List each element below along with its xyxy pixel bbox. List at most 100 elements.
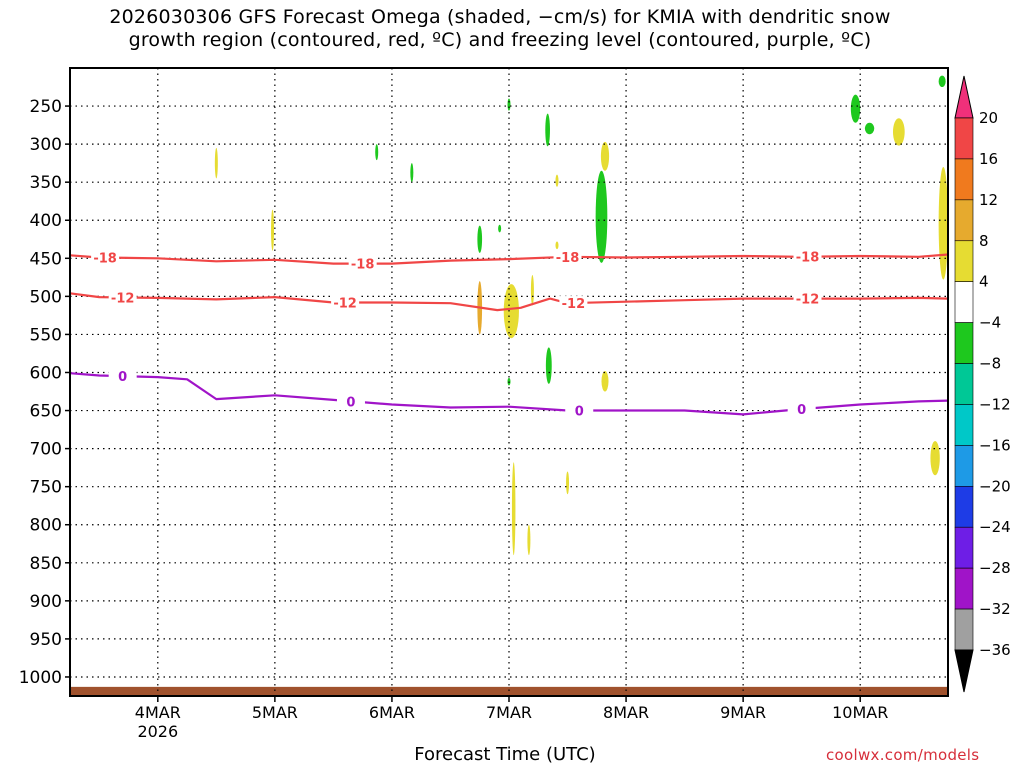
contour-label--18-2: -18 [556, 251, 580, 266]
contour-label-bg [331, 295, 360, 310]
contour-label-bg [787, 402, 816, 417]
contour-label-0-3: 0 [797, 403, 806, 418]
y-tick-label-300: 300 [30, 135, 62, 155]
colorbar-band-9 [954, 445, 974, 487]
colorbar-band-10 [954, 486, 974, 528]
x-tick-label-4MAR: 4MAR [135, 703, 181, 722]
y-tick-label-950: 950 [30, 630, 62, 650]
contour-label-bg [559, 296, 588, 311]
contour-label--12-3: -12 [796, 293, 820, 308]
omega-cell-21 [892, 118, 905, 146]
contour-label-0-1: 0 [346, 395, 355, 410]
omega-cell-25 [527, 524, 531, 556]
temperature-contours: -18 -18 -18 -18 -12 -12 -12 -12 0 0 0 0 [69, 249, 949, 420]
contour-label-bg [91, 250, 120, 265]
chart-title-line-2: growth region (contoured, red, ºC) and f… [128, 29, 872, 51]
colorbar-label-2: 12 [979, 191, 998, 209]
y-tick-label-500: 500 [30, 287, 62, 307]
y-tick-label-650: 650 [30, 402, 62, 422]
omega-cell-24 [511, 462, 516, 556]
y-tick-label-800: 800 [30, 516, 62, 536]
colorbar-band-8 [954, 404, 974, 446]
colorbar-band-2 [954, 158, 974, 201]
omega-cell-7 [545, 113, 550, 147]
contour-label--18-3: -18 [796, 251, 820, 266]
y-tick-label-850: 850 [30, 554, 62, 574]
y-tick-label-750: 750 [30, 478, 62, 498]
omega-cell-11 [850, 94, 861, 123]
colorbar-label-4: 4 [979, 273, 989, 291]
omega-cell-19 [530, 275, 534, 306]
contour-label-bg [348, 256, 377, 271]
x-tick-label-8MAR: 8MAR [603, 703, 649, 722]
omega-cell-3 [410, 163, 414, 183]
y-tick-label-450: 450 [30, 249, 62, 269]
ground-layer [70, 686, 948, 696]
colorbar-label-0: 20 [979, 109, 998, 127]
omega-cell-5 [498, 224, 502, 233]
omega-cell-20 [601, 370, 609, 392]
omega-cell-6 [507, 98, 511, 111]
y-tick-label-1000: 1000 [19, 668, 62, 688]
colorbar-band-12 [954, 567, 974, 610]
contour-label--18-1: -18 [351, 258, 375, 273]
omega-cell-16 [555, 241, 559, 250]
colorbar-label-6: −8 [979, 355, 1001, 373]
x-tick-sublabel: 2026 [137, 722, 178, 741]
y-tick-label-600: 600 [30, 363, 62, 383]
contour-label-0-2: 0 [575, 405, 584, 420]
colorbar-bottom-arrow [954, 649, 974, 693]
contour-label-bg [108, 369, 137, 384]
colorbar-label-12: −32 [979, 600, 1011, 618]
grid-lines [70, 68, 948, 696]
y-tick-label-250: 250 [30, 97, 62, 117]
omega-cell-1 [271, 209, 275, 251]
omega-cell-9 [545, 347, 552, 384]
colorbar-label-9: −20 [979, 477, 1011, 495]
y-tick-label-400: 400 [30, 211, 62, 231]
omega-shading [214, 75, 948, 556]
omega-cell-22 [938, 166, 948, 280]
colorbar-band-5 [954, 281, 974, 323]
colorbar-band-3 [954, 199, 974, 242]
contour-label--18-0: -18 [93, 252, 117, 267]
colorbar-band-7 [954, 363, 974, 405]
omega-cell-4 [477, 225, 483, 253]
colorbar-label-13: −36 [979, 641, 1011, 659]
x-tick-label-6MAR: 6MAR [369, 703, 415, 722]
colorbar-label-7: −12 [979, 395, 1011, 413]
contour-label-bg [553, 249, 582, 264]
omega-cell-13 [938, 75, 946, 88]
colorbar-band-4 [954, 240, 974, 282]
x-tick-label-9MAR: 9MAR [720, 703, 766, 722]
y-tick-label-550: 550 [30, 325, 62, 345]
contour-label--12-1: -12 [333, 296, 357, 311]
ground-band [70, 686, 948, 696]
contour-label--12-0: -12 [111, 291, 135, 306]
colorbar-label-1: 16 [979, 150, 998, 168]
x-tick-label-5MAR: 5MAR [252, 703, 298, 722]
colorbar: 20 16 12 8 4 −4 −8 −12 −16 −20 −24 −28 −32 −36 [954, 75, 1011, 693]
omega-cell-0 [214, 147, 218, 179]
omega-cell-12 [864, 122, 875, 135]
contour-label-bg [565, 403, 594, 418]
contour-label-0-0: 0 [118, 370, 127, 385]
omega-cell-26 [566, 471, 570, 495]
chart-title-line-1: 2026030306 GFS Forecast Omega (shaded, −… [109, 6, 891, 28]
colorbar-label-11: −28 [979, 559, 1011, 577]
contour-label--12-2: -12 [562, 297, 586, 312]
x-tick-label-10MAR: 10MAR [832, 703, 888, 722]
colorbar-band-1 [954, 117, 974, 160]
omega-cell-8 [595, 170, 608, 263]
x-tick-label-7MAR: 7MAR [486, 703, 532, 722]
colorbar-band-11 [954, 526, 974, 569]
omega-cell-23 [930, 440, 940, 476]
watermark: coolwx.com/models [826, 746, 980, 764]
omega-cell-14 [600, 141, 610, 171]
colorbar-label-10: −24 [979, 518, 1011, 536]
chart-title: 2026030306 GFS Forecast Omega (shaded, −… [0, 6, 1000, 52]
colorbar-top-arrow [954, 75, 974, 119]
axes: 250 300 350 400 450 500 550 600 650 700 750 800 850 9… [19, 67, 949, 741]
y-tick-label-900: 900 [30, 592, 62, 612]
